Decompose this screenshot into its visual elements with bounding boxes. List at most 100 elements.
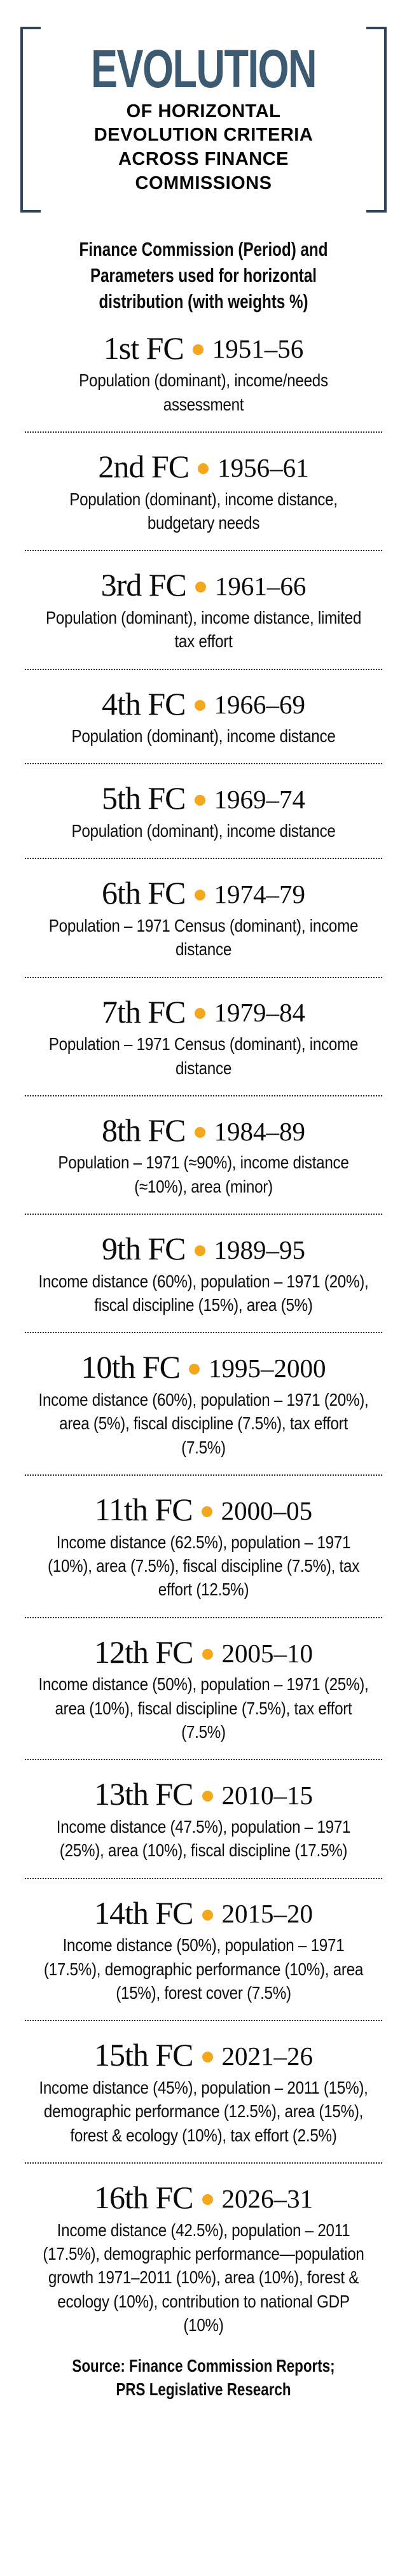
fc-header: 1st FC 1951–56 bbox=[0, 332, 407, 365]
fc-period: 1961–66 bbox=[214, 571, 307, 601]
fc-header: 5th FC 1969–74 bbox=[0, 781, 407, 815]
fc-section: 11th FC 2000–05 Income distance (62.5%),… bbox=[0, 1493, 407, 1618]
fc-criteria: Income distance (50%), population – 1971… bbox=[43, 1935, 364, 2003]
fc-criteria: Income distance (60%), population – 1971… bbox=[38, 1271, 369, 1315]
fc-period: 1969–74 bbox=[214, 785, 306, 815]
page-title: EVOLUTION bbox=[90, 38, 317, 99]
fc-header: 2nd FC 1956–61 bbox=[0, 450, 407, 484]
fc-section: 8th FC 1984–89 Population – 1971 (≈90%),… bbox=[0, 1114, 407, 1215]
bullet-icon bbox=[192, 344, 204, 356]
bracket-corner-bottom-right-icon bbox=[366, 210, 384, 213]
fc-header: 4th FC 1966–69 bbox=[0, 687, 407, 721]
title-line: ACROSS FINANCE bbox=[118, 148, 289, 169]
fc-name: 4th FC bbox=[101, 685, 186, 722]
fc-period: 1995–2000 bbox=[209, 1354, 326, 1383]
fc-criteria: Population – 1971 (≈90%), income distanc… bbox=[58, 1152, 349, 1196]
fc-header: 9th FC 1989–95 bbox=[0, 1232, 407, 1266]
bullet-icon bbox=[195, 582, 206, 593]
section-divider bbox=[25, 1877, 382, 1879]
fc-name: 16th FC bbox=[93, 2180, 194, 2216]
bullet-icon bbox=[202, 2194, 213, 2205]
fc-criteria: Income distance (42.5%), population – 20… bbox=[43, 2220, 364, 2335]
fc-criteria: Income distance (60%), population – 1971… bbox=[38, 1389, 369, 1457]
bullet-icon bbox=[194, 1245, 205, 1256]
fc-name: 14th FC bbox=[93, 1894, 194, 1931]
section-divider bbox=[25, 976, 382, 978]
section-divider bbox=[25, 550, 382, 552]
fc-name: 3rd FC bbox=[100, 567, 187, 603]
section-divider bbox=[25, 1095, 382, 1096]
section-divider bbox=[25, 431, 382, 433]
subtitle: Finance Commission (Period) and Paramete… bbox=[79, 238, 328, 312]
fc-name: 9th FC bbox=[101, 1231, 186, 1267]
fc-section: 3rd FC 1961–66 Population (dominant), in… bbox=[0, 568, 407, 670]
section-divider bbox=[25, 1332, 382, 1334]
fc-section: 6th FC 1974–79 Population – 1971 Census … bbox=[0, 876, 407, 978]
fc-header: 3rd FC 1961–66 bbox=[0, 568, 407, 602]
fc-period: 2000–05 bbox=[221, 1495, 313, 1525]
section-divider bbox=[25, 2020, 382, 2022]
fc-section: 5th FC 1969–74 Population (dominant), in… bbox=[0, 781, 407, 860]
bullet-icon bbox=[202, 2052, 213, 2063]
fc-criteria: Income distance (45%), population – 2011… bbox=[39, 2077, 368, 2145]
fc-criteria: Population – 1971 Census (dominant), inc… bbox=[48, 915, 359, 960]
fc-criteria: Income distance (62.5%), population – 19… bbox=[47, 1532, 360, 1600]
fc-section: 12th FC 2005–10 Income distance (50%), p… bbox=[0, 1635, 407, 1761]
section-divider bbox=[25, 2162, 382, 2164]
bracket-corner-top-right-icon bbox=[366, 27, 384, 29]
fc-header: 15th FC 2021–26 bbox=[0, 2038, 407, 2072]
fc-header: 16th FC 2026–31 bbox=[0, 2181, 407, 2215]
page-title-secondary: OF HORIZONTAL DEVOLUTION CRITERIA ACROSS… bbox=[23, 100, 384, 196]
fc-name: 8th FC bbox=[101, 1112, 186, 1148]
fc-period: 1974–79 bbox=[214, 879, 306, 909]
fc-period: 2010–15 bbox=[221, 1781, 314, 1810]
bullet-icon bbox=[201, 1506, 212, 1517]
fc-criteria: Income distance (50%), population – 1971… bbox=[38, 1674, 369, 1742]
fc-criteria: Income distance (47.5%), population – 19… bbox=[56, 1816, 351, 1861]
bullet-icon bbox=[198, 463, 209, 474]
title-block: EVOLUTION OF HORIZONTAL DEVOLUTION CRITE… bbox=[20, 27, 387, 213]
fc-section: 16th FC 2026–31 Income distance (42.5%),… bbox=[0, 2181, 407, 2337]
fc-header: 10th FC 1995–2000 bbox=[0, 1350, 407, 1384]
fc-header: 6th FC 1974–79 bbox=[0, 876, 407, 910]
fc-period: 1984–89 bbox=[214, 1116, 306, 1146]
fc-period: 1956–61 bbox=[217, 452, 309, 482]
fc-header: 13th FC 2010–15 bbox=[0, 1777, 407, 1811]
fc-period: 1951–56 bbox=[212, 334, 304, 364]
title-line: DEVOLUTION CRITERIA bbox=[93, 125, 314, 146]
fc-period: 2026–31 bbox=[221, 2183, 314, 2213]
fc-list: 1st FC 1951–56 Population (dominant), in… bbox=[0, 332, 407, 2337]
bullet-icon bbox=[202, 1791, 213, 1802]
section-divider bbox=[25, 1474, 382, 1476]
fc-name: 7th FC bbox=[101, 993, 186, 1030]
bullet-icon bbox=[189, 1364, 200, 1375]
fc-header: 8th FC 1984–89 bbox=[0, 1114, 407, 1147]
fc-section: 2nd FC 1956–61 Population (dominant), in… bbox=[0, 450, 407, 552]
fc-criteria: Population (dominant), income distance, … bbox=[69, 489, 338, 533]
fc-name: 1st FC bbox=[103, 330, 184, 366]
bullet-icon bbox=[202, 1909, 213, 1921]
fc-name: 2nd FC bbox=[98, 449, 190, 484]
fc-period: 2021–26 bbox=[221, 2041, 314, 2071]
fc-section: 7th FC 1979–84 Population – 1971 Census … bbox=[0, 995, 407, 1096]
fc-section: 9th FC 1989–95 Income distance (60%), po… bbox=[0, 1232, 407, 1334]
source-credit: Source: Finance Commission Reports; PRS … bbox=[72, 2355, 335, 2400]
bullet-icon bbox=[194, 890, 205, 901]
fc-criteria: Population (dominant), income/needs asse… bbox=[79, 370, 328, 414]
fc-header: 7th FC 1979–84 bbox=[0, 995, 407, 1029]
fc-name: 5th FC bbox=[101, 780, 186, 816]
fc-header: 12th FC 2005–10 bbox=[0, 1635, 407, 1669]
fc-section: 4th FC 1966–69 Population (dominant), in… bbox=[0, 687, 407, 765]
fc-section: 15th FC 2021–26 Income distance (45%), p… bbox=[0, 2038, 407, 2164]
fc-criteria: Population – 1971 Census (dominant), inc… bbox=[48, 1034, 359, 1078]
bullet-icon bbox=[194, 795, 205, 806]
fc-section: 13th FC 2010–15 Income distance (47.5%),… bbox=[0, 1777, 407, 1879]
fc-name: 11th FC bbox=[94, 1492, 193, 1528]
fc-period: 2005–10 bbox=[221, 1638, 314, 1668]
fc-section: 10th FC 1995–2000 Income distance (60%),… bbox=[0, 1350, 407, 1476]
bullet-icon bbox=[194, 1126, 205, 1138]
section-divider bbox=[25, 668, 382, 670]
section-divider bbox=[25, 1759, 382, 1761]
fc-criteria: Population (dominant), income distance, … bbox=[45, 607, 362, 652]
fc-section: 1st FC 1951–56 Population (dominant), in… bbox=[0, 332, 407, 433]
